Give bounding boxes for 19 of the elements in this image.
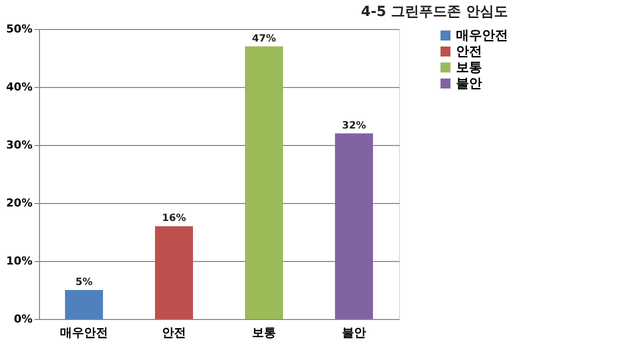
data-label: 5% (76, 277, 92, 288)
legend-label: 불안 (456, 76, 482, 92)
x-tick-label: 불안 (342, 326, 366, 340)
legend-label: 안전 (456, 44, 482, 60)
y-tick-label: 10% (6, 254, 32, 268)
y-tick-label: 0% (14, 312, 32, 326)
x-tick-label: 매우안전 (60, 326, 108, 340)
data-label: 16% (162, 213, 186, 224)
x-tick-label: 보통 (252, 326, 276, 340)
text: 4-5 그린푸드존 안심도 (360, 4, 508, 20)
legend-label: 보통 (456, 60, 482, 76)
x-tick-label: 안전 (162, 326, 186, 340)
y-tick-label: 20% (6, 196, 32, 210)
data-label: 32% (342, 120, 366, 132)
y-tick-label: 30% (6, 138, 32, 152)
y-tick-label: 50% (6, 22, 32, 36)
legend-label: 매우안전 (456, 28, 508, 44)
y-tick-label: 40% (6, 80, 32, 94)
data-label: 47% (252, 33, 276, 44)
